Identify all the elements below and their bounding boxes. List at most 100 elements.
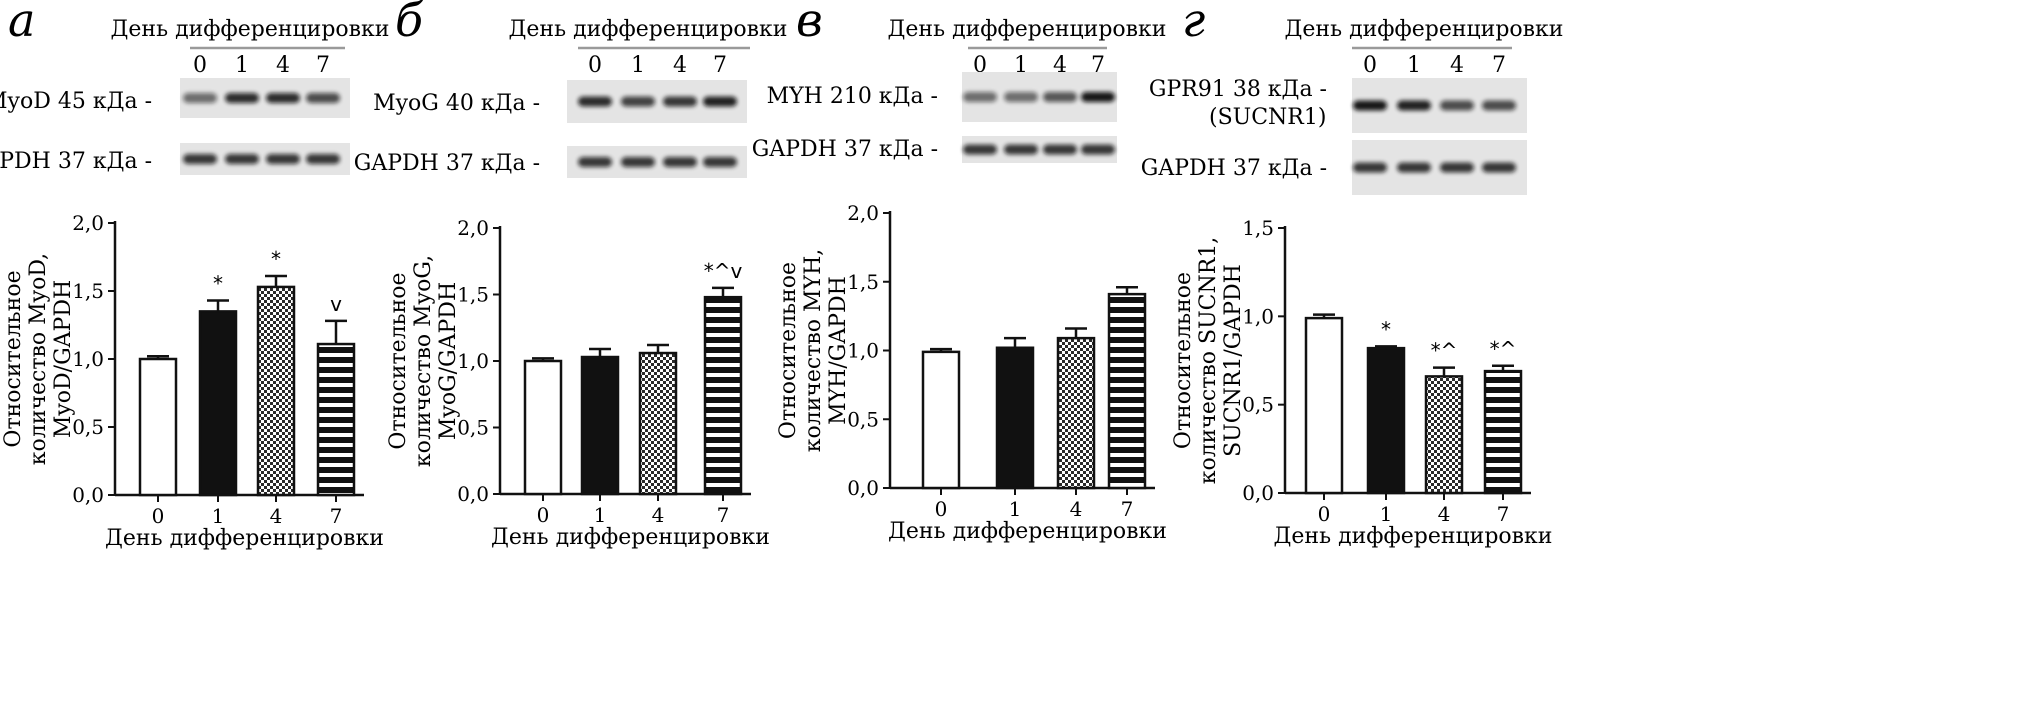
blot-band xyxy=(266,154,300,164)
blot-header: День дифференцировки xyxy=(1285,17,1564,42)
blot-band xyxy=(306,154,340,164)
panel-letter: б xyxy=(395,0,424,47)
blot-day-label: 4 xyxy=(276,53,290,78)
blot-day-label: 4 xyxy=(673,53,687,78)
y-tick-label: 1,0 xyxy=(457,349,489,373)
blot-band xyxy=(1004,144,1038,155)
x-tick-label: 1 xyxy=(212,504,225,528)
bar xyxy=(316,342,356,497)
bar xyxy=(256,285,296,497)
blot-band xyxy=(578,96,612,107)
target-blot xyxy=(567,80,747,123)
blot-band xyxy=(703,157,737,167)
significance-mark: * xyxy=(271,247,281,271)
blot-band xyxy=(1081,92,1115,102)
y-tick-label: 0,0 xyxy=(1242,481,1274,505)
blot-band xyxy=(1353,162,1387,173)
x-tick-label: 7 xyxy=(717,503,730,527)
y-axis-title-line: MYH/GAPDH xyxy=(826,276,851,425)
bar xyxy=(523,359,563,496)
target-blot-label: MYH 210 кДа - xyxy=(767,84,938,109)
blot-band xyxy=(578,157,612,167)
blot-band xyxy=(225,154,259,164)
blot-band xyxy=(703,96,737,107)
bar xyxy=(995,346,1035,490)
bar xyxy=(580,355,620,496)
y-tick-label: 0,0 xyxy=(847,476,879,500)
significance-mark: * xyxy=(213,272,223,296)
y-tick-label: 1,0 xyxy=(847,339,879,363)
bar xyxy=(138,357,178,497)
blot-day-label: 7 xyxy=(1492,53,1506,78)
blot-header: День дифференцировки xyxy=(509,17,788,42)
bar xyxy=(1483,369,1523,495)
blot-band xyxy=(183,154,217,164)
y-axis-title-line: количество SUCNR1, xyxy=(1196,237,1221,485)
y-tick-label: 1,5 xyxy=(847,270,879,294)
target-blot xyxy=(180,78,350,118)
y-tick-label: 2,0 xyxy=(457,216,489,240)
y-tick-label: 0,5 xyxy=(72,415,104,439)
x-tick-label: 1 xyxy=(1380,502,1393,526)
y-axis-title-line: SUCNR1/GAPDH xyxy=(1221,264,1246,457)
blot-day-label: 1 xyxy=(1407,53,1421,78)
bar xyxy=(921,350,961,490)
y-tick-label: 0,5 xyxy=(1242,393,1274,417)
x-tick-label: 0 xyxy=(152,504,165,528)
blot-band xyxy=(1004,92,1038,102)
blot-day-label: 7 xyxy=(1091,53,1105,78)
x-tick-label: 1 xyxy=(1009,497,1022,521)
panel-letter: а xyxy=(8,0,35,47)
significance-mark: * xyxy=(1381,317,1391,341)
blot-band xyxy=(1440,100,1474,111)
target-blot-alias: (SUCNR1) xyxy=(1209,105,1326,130)
y-tick-label: 1,5 xyxy=(457,283,489,307)
x-tick-label: 0 xyxy=(935,497,948,521)
y-tick-label: 0,5 xyxy=(457,416,489,440)
gapdh-blot xyxy=(180,143,350,175)
bar xyxy=(1366,346,1406,495)
blot-day-label: 7 xyxy=(316,53,330,78)
target-blot xyxy=(1352,78,1527,133)
panel-1: а День дифференцировки 0 1 4 7 MyoD 45 кДа - GA… xyxy=(0,0,389,551)
significance-mark: *^ xyxy=(1490,337,1517,361)
gapdh-blot xyxy=(567,146,747,178)
x-tick-label: 4 xyxy=(652,503,665,527)
bar xyxy=(1424,375,1464,495)
blot-header: День дифференцировки xyxy=(111,17,390,42)
y-axis-title-line: Относительное xyxy=(776,262,801,439)
blot-day-label: 1 xyxy=(1014,53,1028,78)
blot-day-label: 7 xyxy=(713,53,727,78)
y-axis-title-line: Относительное xyxy=(386,272,411,449)
y-axis-title-line: количество MYH, xyxy=(801,249,826,453)
x-axis-title: День дифференцировки xyxy=(1274,524,1553,549)
target-blot-label: GPR91 38 кДа - xyxy=(1149,77,1327,102)
significance-mark: *^ xyxy=(1431,339,1458,363)
blot-day-label: 1 xyxy=(631,53,645,78)
y-axis-title-line: количество MyoD, xyxy=(26,253,51,465)
y-tick-label: 1,5 xyxy=(1242,216,1274,240)
blot-band xyxy=(663,96,697,107)
blot-band xyxy=(1043,144,1077,155)
gapdh-blot-label: GAPDH 37 кДа - xyxy=(0,149,152,174)
x-tick-label: 7 xyxy=(1121,497,1134,521)
x-tick-label: 4 xyxy=(1438,502,1451,526)
blot-band xyxy=(963,92,997,102)
blot-day-label: 0 xyxy=(973,53,987,78)
target-blot xyxy=(962,72,1117,122)
x-axis-title: День дифференцировки xyxy=(888,519,1167,544)
blot-day-label: 1 xyxy=(235,53,249,78)
bar xyxy=(1056,336,1096,490)
blot-band xyxy=(225,93,259,103)
target-blot-label: MyoD 45 кДа - xyxy=(0,89,152,114)
blot-band xyxy=(621,157,655,167)
blot-band xyxy=(1397,162,1431,173)
y-axis-title-line: Относительное xyxy=(1171,272,1196,449)
blot-band xyxy=(1440,162,1474,173)
blot-band xyxy=(306,93,340,103)
blot-header: День дифференцировки xyxy=(888,17,1167,42)
blot-band xyxy=(1482,100,1516,111)
